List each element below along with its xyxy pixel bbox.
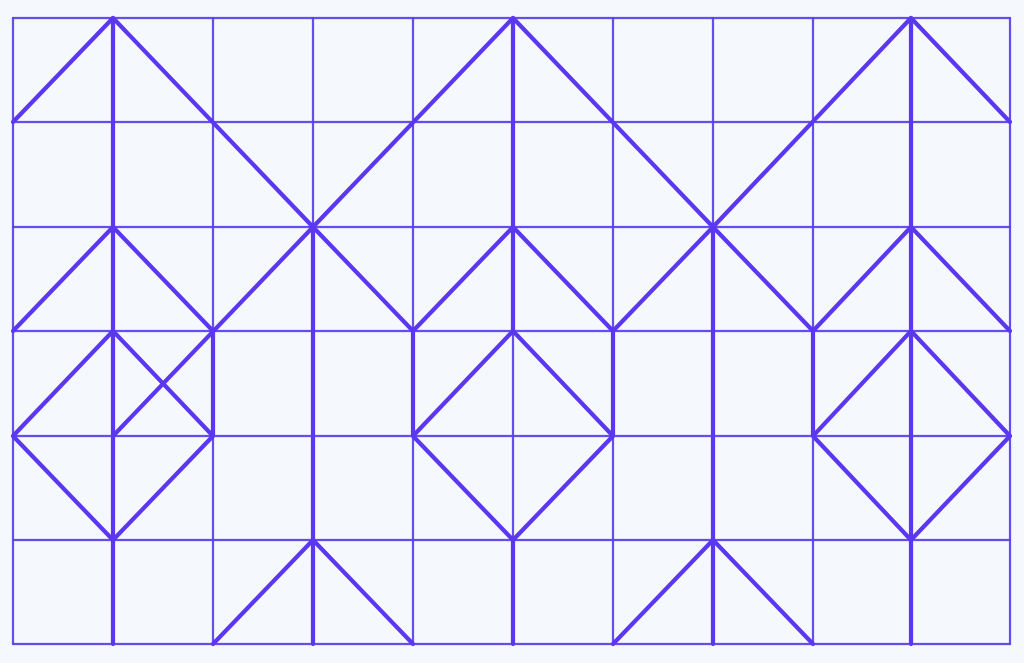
pattern-stroke [710,15,914,230]
pattern-stroke [710,224,816,334]
pattern-stroke [908,224,1013,334]
pattern-stroke [810,328,914,439]
pattern-stroke [908,15,1013,125]
pattern-stroke [410,224,516,334]
pattern-stroke [510,15,716,230]
pattern-stroke [310,224,416,334]
pattern-stroke [510,224,616,334]
pattern-stroke [110,224,216,334]
pattern-stroke [908,328,1013,439]
pattern-stroke [210,537,316,647]
pattern-stroke [810,433,914,543]
pattern-stroke [10,15,116,125]
pattern-stroke [610,537,716,647]
pattern-stroke [710,537,816,647]
pattern-stroke [310,537,416,647]
pattern-stroke [810,224,914,334]
pattern-stroke [908,433,1013,543]
pattern-stroke [10,224,116,334]
pattern-stroke [110,433,216,543]
pattern-stroke [110,15,316,230]
pattern-stroke [410,433,516,543]
pattern-stroke [410,328,516,439]
pattern-stroke [10,433,116,543]
pattern-stroke [10,328,116,439]
pattern-stroke [110,224,316,439]
pattern-stroke [510,433,616,543]
pattern-stroke [510,328,616,439]
pattern-stroke [310,15,516,230]
pattern-stroke [610,224,716,334]
